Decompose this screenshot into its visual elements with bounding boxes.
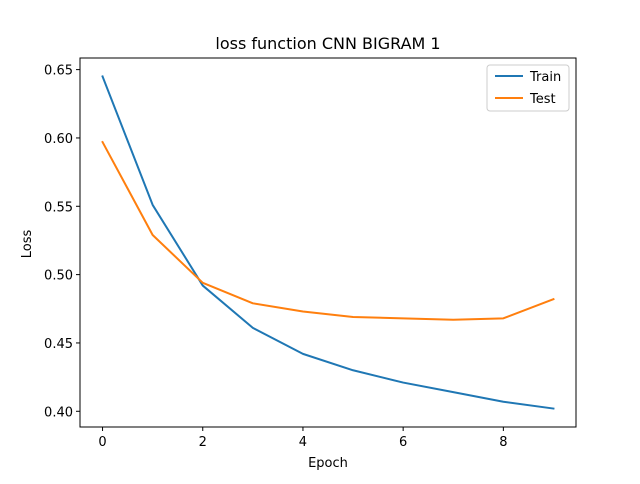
y-tick-label: 0.40 <box>44 405 73 420</box>
y-axis-title: Loss <box>20 230 35 259</box>
x-tick-label: 4 <box>299 435 307 450</box>
series-line-train <box>101 75 555 410</box>
series-layer <box>101 75 555 410</box>
y-tick-label: 0.65 <box>44 64 73 79</box>
x-tick-label: 8 <box>499 435 507 450</box>
x-tick-label: 0 <box>98 435 106 450</box>
x-tick-label: 6 <box>399 435 407 450</box>
x-axis-ticks: 0 2 4 6 8 <box>98 427 507 450</box>
chart-title: loss function CNN BIGRAM 1 <box>215 34 440 53</box>
y-axis-ticks: 0.40 0.45 0.50 0.55 0.60 0.65 <box>44 64 80 420</box>
legend-label-train: Train <box>529 70 561 85</box>
x-axis-title: Epoch <box>308 456 348 471</box>
legend: Train Test <box>486 64 570 112</box>
axes-frame <box>79 57 577 428</box>
y-tick-label: 0.50 <box>44 269 73 284</box>
y-tick-label: 0.45 <box>44 337 73 352</box>
legend-label-test: Test <box>529 92 556 107</box>
x-tick-label: 2 <box>199 435 207 450</box>
y-tick-label: 0.55 <box>44 200 73 215</box>
y-tick-label: 0.60 <box>44 132 73 147</box>
series-line-test <box>101 140 555 321</box>
